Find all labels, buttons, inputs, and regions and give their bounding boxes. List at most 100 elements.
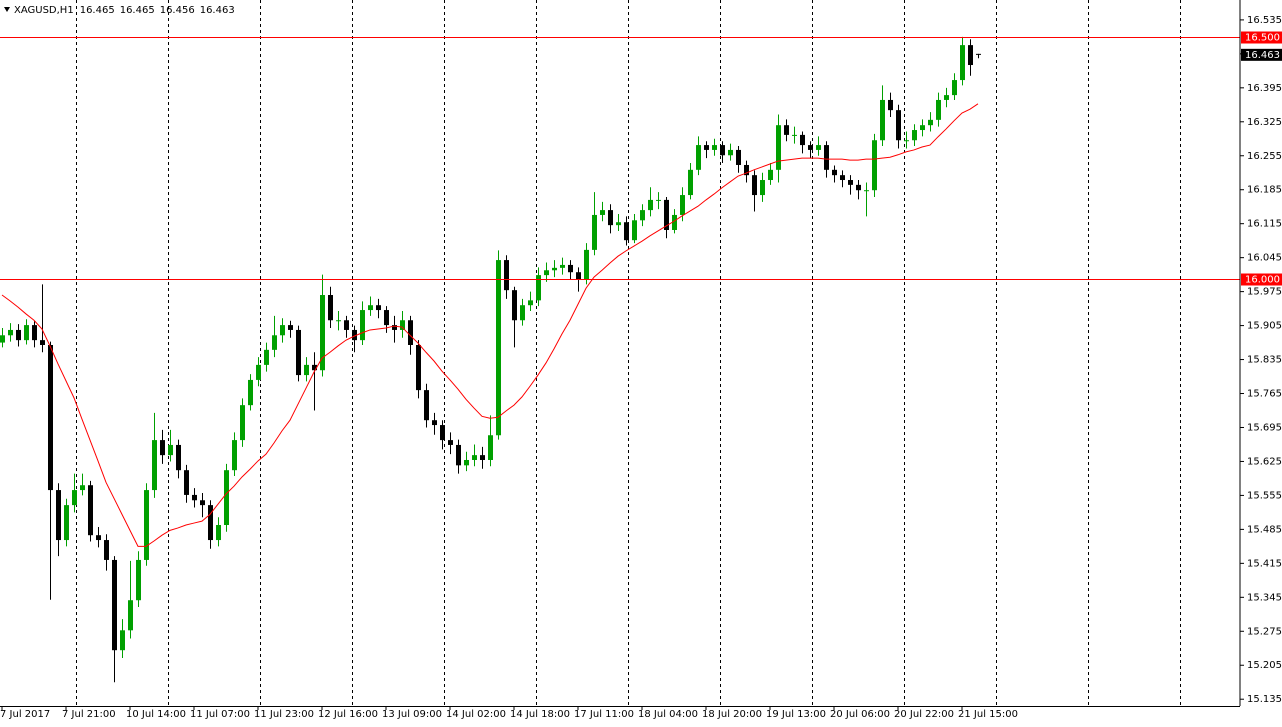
candle-body bbox=[536, 275, 541, 301]
candle-body bbox=[304, 364, 309, 376]
header-low: 16.456 bbox=[160, 5, 195, 16]
candle-body bbox=[792, 134, 797, 136]
candle-body bbox=[832, 169, 837, 176]
candle-body bbox=[16, 329, 21, 341]
price-line-box bbox=[1241, 31, 1282, 44]
candle-body bbox=[256, 364, 261, 380]
candle-body bbox=[856, 184, 861, 191]
x-tick-label: 20 Jul 22:00 bbox=[894, 709, 954, 720]
candle-body bbox=[224, 470, 229, 526]
candle-body bbox=[416, 344, 421, 391]
y-tick-label: 15.905 bbox=[1247, 321, 1282, 332]
x-tick-label: 14 Jul 18:00 bbox=[510, 709, 570, 720]
candle-body bbox=[136, 559, 141, 601]
y-tick-label: 15.975 bbox=[1247, 287, 1282, 298]
y-tick-label: 15.415 bbox=[1247, 558, 1282, 569]
candle-body bbox=[816, 145, 821, 150]
candle-body bbox=[352, 329, 357, 341]
candle-body bbox=[192, 494, 197, 501]
candle-body bbox=[328, 295, 333, 321]
y-tick-label: 16.185 bbox=[1247, 185, 1282, 196]
candle-body bbox=[728, 149, 733, 156]
candle-body bbox=[800, 134, 805, 146]
candle-body bbox=[784, 125, 789, 135]
candle-body bbox=[840, 175, 845, 181]
candle-body bbox=[248, 379, 253, 406]
candle-body bbox=[320, 295, 325, 371]
candle-body bbox=[880, 99, 885, 141]
candle-body bbox=[488, 435, 493, 460]
candle-body bbox=[848, 180, 853, 185]
candle-body bbox=[712, 145, 717, 150]
candle-body bbox=[576, 272, 581, 280]
candle-body bbox=[608, 210, 613, 226]
candle-body bbox=[48, 344, 53, 491]
candle-body bbox=[432, 420, 437, 426]
candle-body bbox=[768, 169, 773, 181]
candle-body bbox=[960, 45, 965, 81]
symbol: XAGUSD,H1 bbox=[14, 5, 74, 16]
x-tick-label: 18 Jul 04:00 bbox=[638, 709, 698, 720]
candle-body bbox=[944, 95, 949, 100]
candle-body bbox=[152, 440, 157, 491]
candle-body bbox=[168, 444, 173, 456]
candle-body bbox=[208, 505, 213, 541]
x-tick-label: 17 Jul 11:00 bbox=[574, 709, 634, 720]
candle-body bbox=[616, 222, 621, 226]
candle-body bbox=[216, 525, 221, 541]
candle-body bbox=[560, 264, 565, 268]
candle-body bbox=[240, 405, 245, 441]
candle-body bbox=[272, 335, 277, 350]
y-tick-label: 15.205 bbox=[1247, 660, 1282, 671]
candle-body bbox=[904, 140, 909, 142]
candle-body bbox=[928, 119, 933, 126]
candle-body bbox=[120, 630, 125, 651]
axes-layer: 15.135 15.205 15.275 15.345 15.415 15.485 15.5… bbox=[0, 15, 1282, 720]
candle-body bbox=[464, 459, 469, 466]
x-tick-label: 12 Jul 16:00 bbox=[318, 709, 378, 720]
candle-body bbox=[592, 214, 597, 250]
candle-body bbox=[160, 440, 165, 456]
y-tick-label: 15.625 bbox=[1247, 456, 1282, 467]
x-tick-label: 13 Jul 09:00 bbox=[382, 709, 442, 720]
candle-body bbox=[688, 169, 693, 196]
candle-body bbox=[720, 145, 725, 156]
y-tick-label: 15.765 bbox=[1247, 389, 1282, 400]
price-line-box bbox=[1241, 273, 1282, 286]
x-tick-label: 18 Jul 20:00 bbox=[702, 709, 762, 720]
candle-body bbox=[408, 320, 413, 345]
y-tick-label: 15.275 bbox=[1247, 626, 1282, 637]
y-tick-label: 15.345 bbox=[1247, 592, 1282, 603]
candle-body bbox=[752, 175, 757, 196]
header-close: 16.463 bbox=[200, 5, 235, 16]
candle-body bbox=[736, 149, 741, 165]
candle-body bbox=[952, 80, 957, 96]
y-tick-label: 16.045 bbox=[1247, 253, 1282, 264]
candle-body bbox=[184, 470, 189, 495]
y-tick-label: 16.395 bbox=[1247, 83, 1282, 94]
candle-body bbox=[280, 325, 285, 336]
candle-body bbox=[704, 145, 709, 150]
candle-body bbox=[24, 325, 29, 341]
candle-body bbox=[424, 390, 429, 421]
y-tick-label: 15.555 bbox=[1247, 490, 1282, 501]
candle-body bbox=[976, 53, 981, 55]
candle-body bbox=[376, 305, 381, 311]
candle-body bbox=[600, 210, 605, 215]
candle-body bbox=[864, 190, 869, 192]
candle-body bbox=[128, 600, 133, 631]
last-price-box bbox=[1241, 48, 1282, 61]
header-high: 16.465 bbox=[120, 5, 155, 16]
candle-body bbox=[672, 214, 677, 230]
x-tick-label: 11 Jul 07:00 bbox=[190, 709, 250, 720]
candle-body bbox=[504, 260, 509, 291]
candle-body bbox=[480, 455, 485, 460]
menu-triangle[interactable] bbox=[4, 7, 10, 12]
candle-body bbox=[344, 320, 349, 330]
candle-body bbox=[896, 110, 901, 141]
candle-body bbox=[888, 99, 893, 111]
y-tick-label: 16.255 bbox=[1247, 151, 1282, 162]
